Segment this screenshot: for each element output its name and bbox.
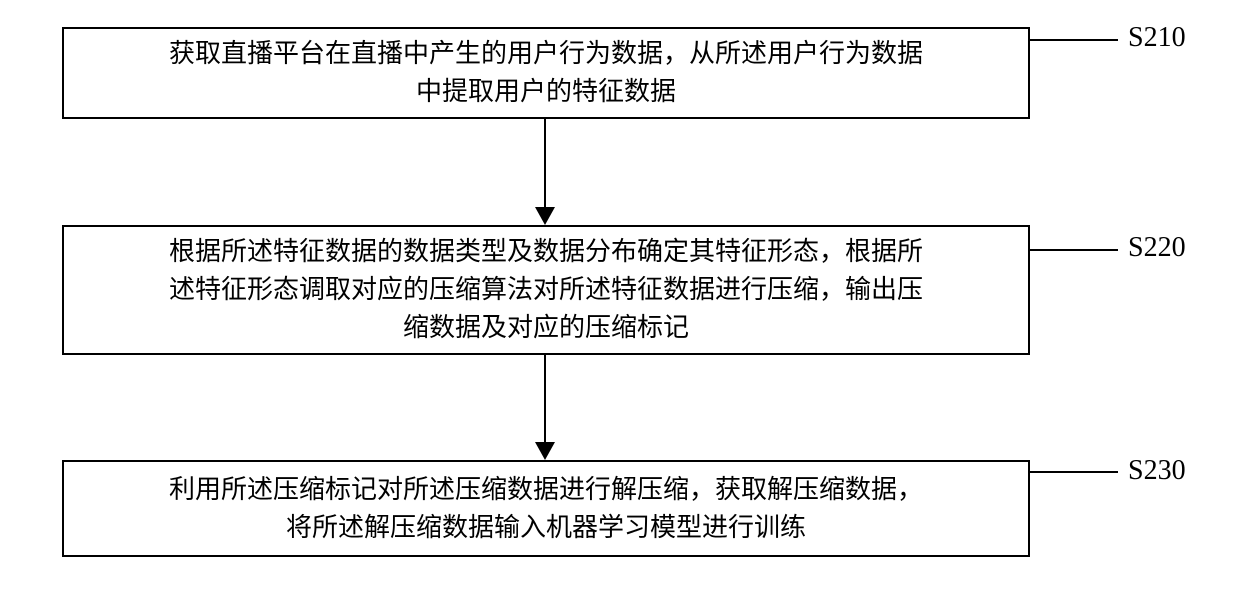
arrow-head-icon — [535, 442, 555, 460]
leader-line — [1030, 471, 1118, 473]
flow-node-s210: 获取直播平台在直播中产生的用户行为数据，从所述用户行为数据 中提取用户的特征数据 — [62, 27, 1030, 119]
leader-line — [1030, 249, 1118, 251]
leader-line — [1030, 39, 1118, 41]
flowchart-canvas: 获取直播平台在直播中产生的用户行为数据，从所述用户行为数据 中提取用户的特征数据… — [0, 0, 1240, 601]
arrow-line — [544, 119, 546, 207]
flow-node-s230: 利用所述压缩标记对所述压缩数据进行解压缩，获取解压缩数据， 将所述解压缩数据输入… — [62, 460, 1030, 557]
arrow-line — [544, 355, 546, 442]
flow-node-text: 利用所述压缩标记对所述压缩数据进行解压缩，获取解压缩数据， 将所述解压缩数据输入… — [149, 471, 943, 546]
step-label-s230: S230 — [1128, 455, 1186, 487]
arrow-head-icon — [535, 207, 555, 225]
flow-node-text: 获取直播平台在直播中产生的用户行为数据，从所述用户行为数据 中提取用户的特征数据 — [149, 35, 943, 110]
flow-node-text: 根据所述特征数据的数据类型及数据分布确定其特征形态，根据所 述特征形态调取对应的… — [149, 233, 943, 346]
step-label-s210: S210 — [1128, 22, 1186, 54]
step-label-s220: S220 — [1128, 232, 1186, 264]
flow-node-s220: 根据所述特征数据的数据类型及数据分布确定其特征形态，根据所 述特征形态调取对应的… — [62, 225, 1030, 355]
